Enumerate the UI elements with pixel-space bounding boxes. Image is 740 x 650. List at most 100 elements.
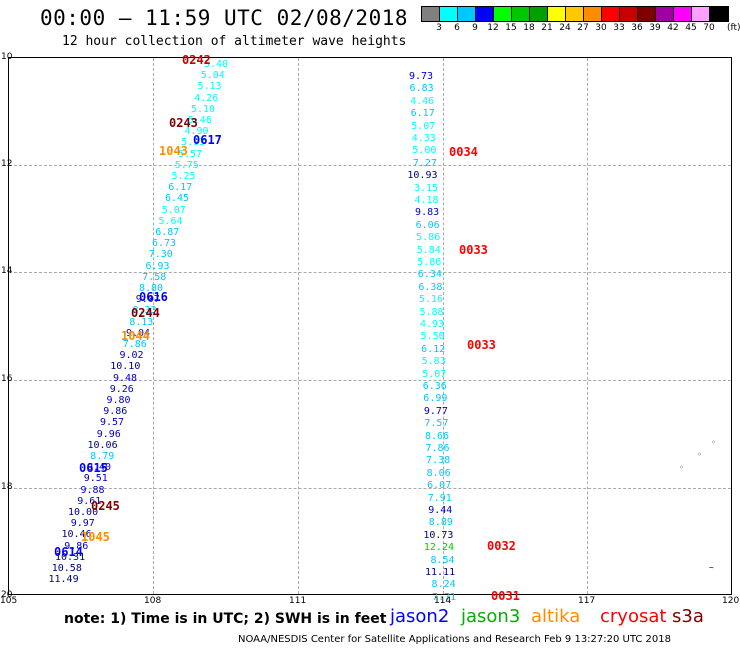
color-swatch	[566, 7, 584, 21]
wave-height-reading: 10.73	[423, 529, 454, 541]
pass-time-label: 0242	[182, 53, 211, 67]
wave-height-reading: 7.91	[427, 492, 452, 504]
color-scale-label: 9	[472, 23, 478, 33]
color-scale-label: 24	[559, 23, 571, 33]
color-scale-label: 39	[649, 23, 661, 33]
color-swatch	[656, 7, 674, 21]
color-scale-label: 21	[541, 23, 553, 33]
pass-time-label: 0032	[487, 539, 516, 553]
color-swatch	[620, 7, 638, 21]
color-scale-label: 70	[703, 23, 715, 33]
wave-height-reading: 3.15	[413, 182, 439, 194]
wave-height-reading: 8.33	[132, 305, 157, 317]
wave-height-reading: 11.49	[48, 574, 79, 586]
wave-height-reading: 9.97	[70, 518, 95, 530]
wave-height-reading: 9.44	[428, 505, 453, 516]
wave-height-reading: 4.90	[184, 126, 209, 138]
y-tick-label: 16	[1, 374, 13, 384]
wave-height-reading: 6.83	[409, 83, 434, 95]
wave-height-reading: 9.83	[415, 207, 440, 219]
y-tick-label: 12	[1, 159, 13, 169]
wave-height-reading: 5.46	[187, 115, 212, 126]
grid-line-lat-12	[9, 165, 731, 166]
chart-subtitle: 12 hour collection of altimeter wave hei…	[62, 34, 407, 49]
color-scale-label: 36	[631, 23, 643, 33]
color-swatch	[548, 7, 566, 21]
wave-height-reading: 5.93	[181, 137, 206, 149]
wave-height-reading: 11.11	[425, 567, 456, 578]
y-tick-label: 10	[1, 52, 13, 62]
wave-height-reading: 5.57	[178, 148, 203, 160]
wave-height-reading: 9.57	[100, 417, 125, 429]
pass-time-label: 0245	[91, 499, 120, 513]
grid-line-lat-16	[9, 380, 731, 381]
y-tick-label: 18	[1, 482, 13, 492]
wave-height-reading: 9.86	[103, 406, 128, 418]
color-scale-label: 27	[577, 23, 589, 33]
color-scale-label: 30	[595, 23, 607, 33]
grid-line-lon-114	[443, 58, 444, 594]
color-swatch	[476, 7, 494, 21]
x-tick-label: 120	[722, 596, 740, 606]
x-tick-label: 105	[0, 596, 18, 606]
grid-line-lon-111	[298, 58, 299, 594]
wave-height-reading: 9.86	[64, 540, 89, 552]
pass-time-label: 0614	[54, 545, 83, 559]
color-swatch	[602, 7, 620, 21]
wave-height-reading: 7.86	[425, 443, 450, 454]
grid-line-lon-108	[153, 58, 154, 594]
color-swatch	[584, 7, 602, 21]
wave-height-reading: 8.24	[431, 579, 456, 591]
color-swatch	[638, 7, 656, 21]
wave-height-reading: 7.58	[142, 271, 167, 283]
island-mark: ◦	[679, 463, 684, 472]
wave-height-reading: 5.50	[420, 331, 445, 343]
wave-height-reading: 9.96	[96, 428, 121, 440]
y-tick-label: 20	[1, 590, 13, 600]
wave-height-reading: 5.86	[416, 232, 441, 244]
wave-height-reading: 8.80	[139, 283, 164, 294]
color-swatch	[692, 7, 710, 21]
wave-height-reading: 6.73	[152, 238, 177, 250]
wave-height-reading: 4.18	[414, 195, 439, 206]
pass-time-label: 1043	[159, 144, 188, 158]
wave-height-reading: 10.58	[51, 563, 82, 574]
grid-line-lat-14	[9, 272, 731, 273]
wave-height-reading: 9.48	[113, 372, 138, 384]
color-swatch	[458, 7, 476, 21]
wave-height-reading: 10.06	[87, 439, 118, 451]
wave-height-reading: 8.13	[129, 316, 154, 328]
color-swatch	[494, 7, 512, 21]
pass-time-label: 0243	[169, 116, 198, 130]
color-scale-bar	[421, 6, 729, 22]
wave-height-reading: 4.33	[411, 133, 436, 144]
wave-height-reading: 6.12	[421, 343, 446, 355]
wave-height-reading: 6.07	[427, 480, 452, 492]
wave-height-reading: 4.26	[194, 92, 219, 104]
color-scale-unit: (ft)	[727, 23, 740, 33]
pass-time-label: 0031	[491, 589, 520, 603]
color-scale-label: 42	[667, 23, 679, 33]
color-swatch	[422, 7, 440, 21]
grid-line-lat-18	[9, 488, 731, 489]
map-plot-area: ◦ ◦ ◦ ~ 9.73 6.83 4.46 6.17 5.07 4.33 5.00 7.27…	[8, 53, 732, 603]
color-scale-label: 6	[454, 23, 460, 33]
color-scale-label: 33	[613, 23, 625, 33]
wave-height-reading: 6.45	[165, 193, 190, 205]
wave-height-reading: 10.10	[110, 361, 141, 373]
wave-height-reading: 6.87	[155, 227, 180, 238]
wave-height-reading: 7.30	[148, 249, 173, 261]
color-scale-label: 12	[487, 23, 499, 33]
wave-height-reading: 7.86	[122, 339, 147, 350]
color-scale-label: 15	[505, 23, 517, 33]
wave-height-reading: 9.80	[106, 395, 131, 406]
color-scale-label: 45	[685, 23, 697, 33]
pass-time-label: 1044	[121, 329, 150, 343]
island-mark: ~	[709, 563, 714, 572]
wave-height-reading: 5.86	[417, 257, 442, 268]
y-tick-label: 14	[1, 266, 13, 276]
wave-height-reading: 6.34	[417, 269, 442, 281]
wave-height-reading: 12.24	[423, 542, 454, 554]
grid-line-lon-117	[587, 58, 588, 594]
wave-height-reading: 10.93	[407, 170, 438, 182]
